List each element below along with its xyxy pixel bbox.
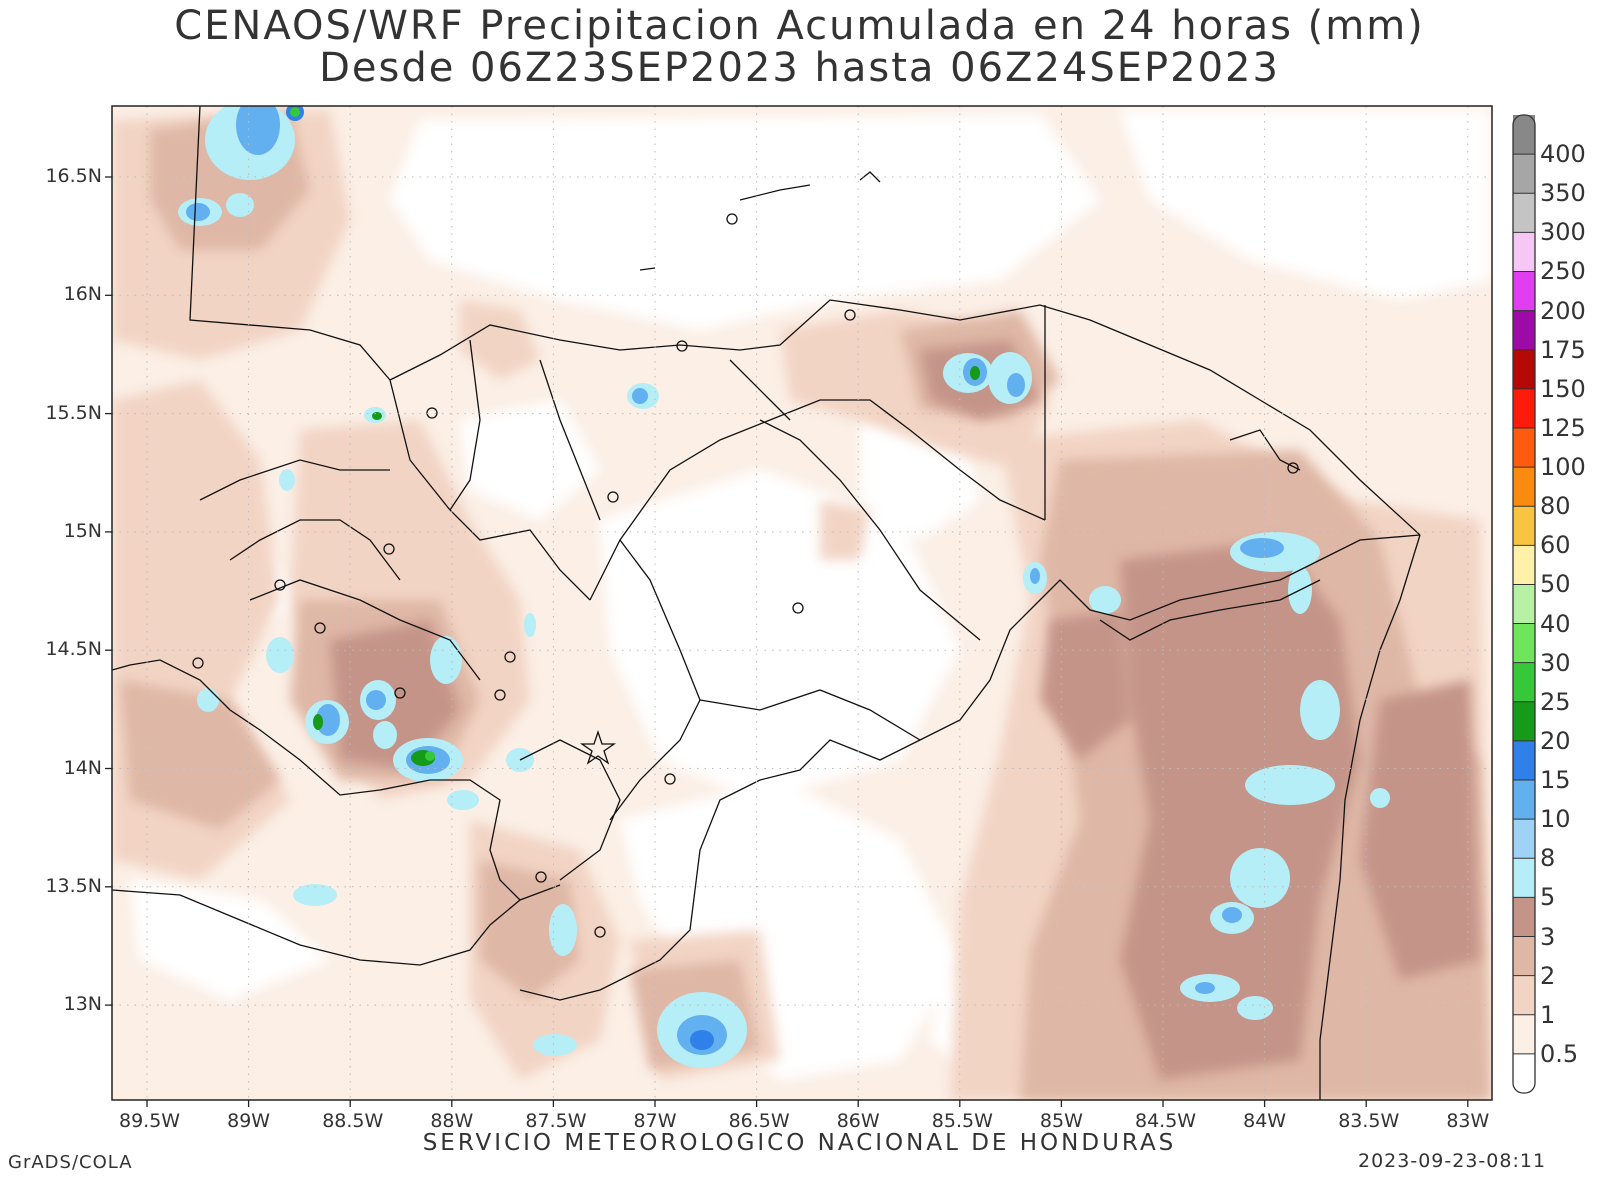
legend-level-label: 50	[1540, 570, 1571, 599]
legend-level-label: 175	[1540, 335, 1586, 364]
legend-level-label: 100	[1540, 453, 1586, 482]
legend-level-label: 10	[1540, 805, 1571, 834]
lat-tick-label: 14N	[63, 756, 102, 779]
legend-swatch	[1513, 427, 1535, 468]
legend-swatch	[1513, 858, 1535, 898]
legend-level-label: 20	[1540, 726, 1571, 755]
legend-swatch	[1513, 506, 1535, 546]
lon-tick-label: 89W	[227, 1110, 271, 1132]
legend-level-label: 200	[1540, 296, 1586, 325]
legend-level-label: 8	[1540, 844, 1556, 873]
lat-tick-label: 13.5N	[45, 874, 102, 897]
legend-level-label: 25	[1540, 687, 1571, 716]
legend-level-label: 80	[1540, 492, 1571, 521]
lon-tick-label: 85.5W	[931, 1110, 993, 1132]
legend-swatch	[1513, 388, 1535, 429]
legend-level-label: 0.5	[1540, 1039, 1579, 1068]
agency-name: SERVICIO METEOROLOGICO NACIONAL DE HONDU…	[422, 1130, 1177, 1156]
legend-swatch	[1513, 193, 1535, 233]
legend-level-label: 40	[1540, 609, 1571, 638]
legend-level-label: 125	[1540, 413, 1586, 442]
legend-swatch	[1513, 467, 1535, 507]
legend-swatch	[1513, 271, 1535, 312]
precipitation-field	[112, 106, 1492, 1100]
lat-tick-label: 15.5N	[45, 401, 102, 424]
legend-swatch	[1513, 584, 1535, 625]
legend-level-label: 250	[1540, 257, 1586, 286]
legend-swatch	[1513, 780, 1535, 820]
legend-swatch	[1513, 662, 1535, 703]
map-title-line2: Desde 06Z23SEP2023 hasta 06Z24SEP2023	[319, 45, 1280, 91]
lat-tick-label: 13N	[63, 993, 102, 1016]
legend-swatch	[1513, 545, 1535, 585]
lon-tick-label: 84.5W	[1135, 1110, 1197, 1132]
lon-tick-label: 83.5W	[1338, 1110, 1400, 1132]
legend-level-label: 400	[1540, 140, 1586, 169]
legend-swatch	[1513, 740, 1535, 781]
legend-level-label: 1	[1540, 1000, 1556, 1029]
legend-swatch	[1513, 936, 1535, 977]
legend-level-label: 2	[1540, 961, 1556, 990]
legend-swatch	[1513, 310, 1535, 351]
legend-swatch	[1513, 115, 1535, 155]
legend-level-label: 150	[1540, 374, 1586, 403]
lat-tick-label: 14.5N	[45, 638, 102, 661]
country-borders	[112, 106, 1421, 1100]
lon-tick-label: 84W	[1243, 1110, 1287, 1132]
lon-tick-label: 89.5W	[119, 1110, 181, 1132]
lat-tick-label: 16N	[63, 283, 102, 306]
legend-swatch	[1513, 154, 1535, 194]
legend-swatch	[1513, 701, 1535, 742]
lon-tick-label: 88.5W	[322, 1110, 384, 1132]
legend-level-label: 60	[1540, 531, 1571, 560]
lon-tick-label: 86.5W	[728, 1110, 790, 1132]
legend-swatch	[1513, 623, 1535, 664]
lon-tick-label: 86W	[836, 1110, 880, 1132]
legend-swatch	[1513, 1053, 1535, 1094]
legend-level-label: 5	[1540, 883, 1556, 912]
city-markers	[192, 213, 1299, 938]
lat-tick-label: 16.5N	[45, 165, 102, 187]
legend-swatch	[1513, 349, 1535, 390]
legend-swatch	[1513, 897, 1535, 938]
legend-level-label: 15	[1540, 766, 1571, 795]
graticule	[112, 106, 1492, 1100]
lon-tick-label: 88W	[430, 1110, 474, 1132]
lon-tick-label: 87.5W	[525, 1110, 587, 1132]
generation-timestamp: 2023-09-23-08:11	[1358, 1150, 1547, 1172]
legend-swatch	[1513, 819, 1535, 859]
lat-tick-label: 15N	[63, 519, 102, 542]
legend-level-label: 3	[1540, 922, 1556, 951]
software-credit: GrADS/COLA	[8, 1152, 133, 1173]
legend-level-label: 350	[1540, 179, 1586, 208]
lon-tick-label: 83W	[1446, 1110, 1490, 1132]
legend-swatch	[1513, 1014, 1535, 1055]
map-frame	[111, 105, 1493, 1101]
lon-tick-label: 85W	[1039, 1110, 1083, 1132]
map-title-line1: CENAOS/WRF Precipitacion Acumulada en 24…	[174, 3, 1425, 49]
precipitation-legend	[1512, 114, 1536, 1094]
legend-level-label: 300	[1540, 218, 1586, 247]
legend-level-label: 30	[1540, 648, 1571, 677]
legend-swatch	[1513, 232, 1535, 272]
lon-tick-label: 87W	[633, 1110, 677, 1132]
legend-swatch	[1513, 975, 1535, 1016]
